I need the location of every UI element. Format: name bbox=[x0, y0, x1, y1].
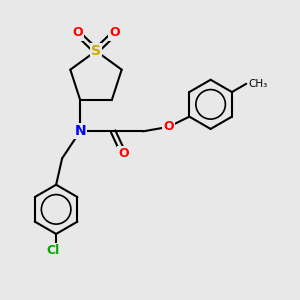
Text: Cl: Cl bbox=[46, 244, 60, 257]
Text: CH₃: CH₃ bbox=[249, 79, 268, 89]
Text: S: S bbox=[91, 44, 101, 58]
Text: O: O bbox=[109, 26, 120, 40]
Text: O: O bbox=[118, 147, 129, 160]
Text: O: O bbox=[72, 26, 83, 40]
Text: N: N bbox=[74, 124, 86, 138]
Text: O: O bbox=[163, 120, 174, 133]
